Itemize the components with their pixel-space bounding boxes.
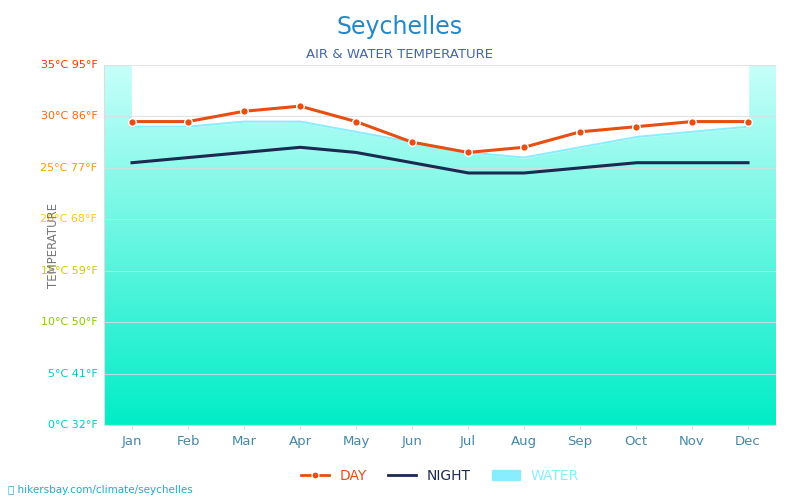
- Text: 15°C 59°F: 15°C 59°F: [41, 266, 98, 276]
- Text: 0°C 32°F: 0°C 32°F: [47, 420, 98, 430]
- Legend: DAY, NIGHT, WATER: DAY, NIGHT, WATER: [295, 463, 585, 488]
- Text: TEMPERATURE: TEMPERATURE: [47, 202, 60, 288]
- Text: 25°C 77°F: 25°C 77°F: [40, 163, 98, 173]
- Text: 🔗 hikersbay.com/climate/seychelles: 🔗 hikersbay.com/climate/seychelles: [8, 485, 193, 495]
- Text: AIR & WATER TEMPERATURE: AIR & WATER TEMPERATURE: [306, 48, 494, 60]
- Text: 10°C 50°F: 10°C 50°F: [41, 317, 98, 327]
- Text: Seychelles: Seychelles: [337, 15, 463, 39]
- Text: 20°C 68°F: 20°C 68°F: [41, 214, 98, 224]
- Text: 30°C 86°F: 30°C 86°F: [41, 112, 98, 122]
- Text: 5°C 41°F: 5°C 41°F: [47, 368, 98, 378]
- Text: 35°C 95°F: 35°C 95°F: [41, 60, 98, 70]
